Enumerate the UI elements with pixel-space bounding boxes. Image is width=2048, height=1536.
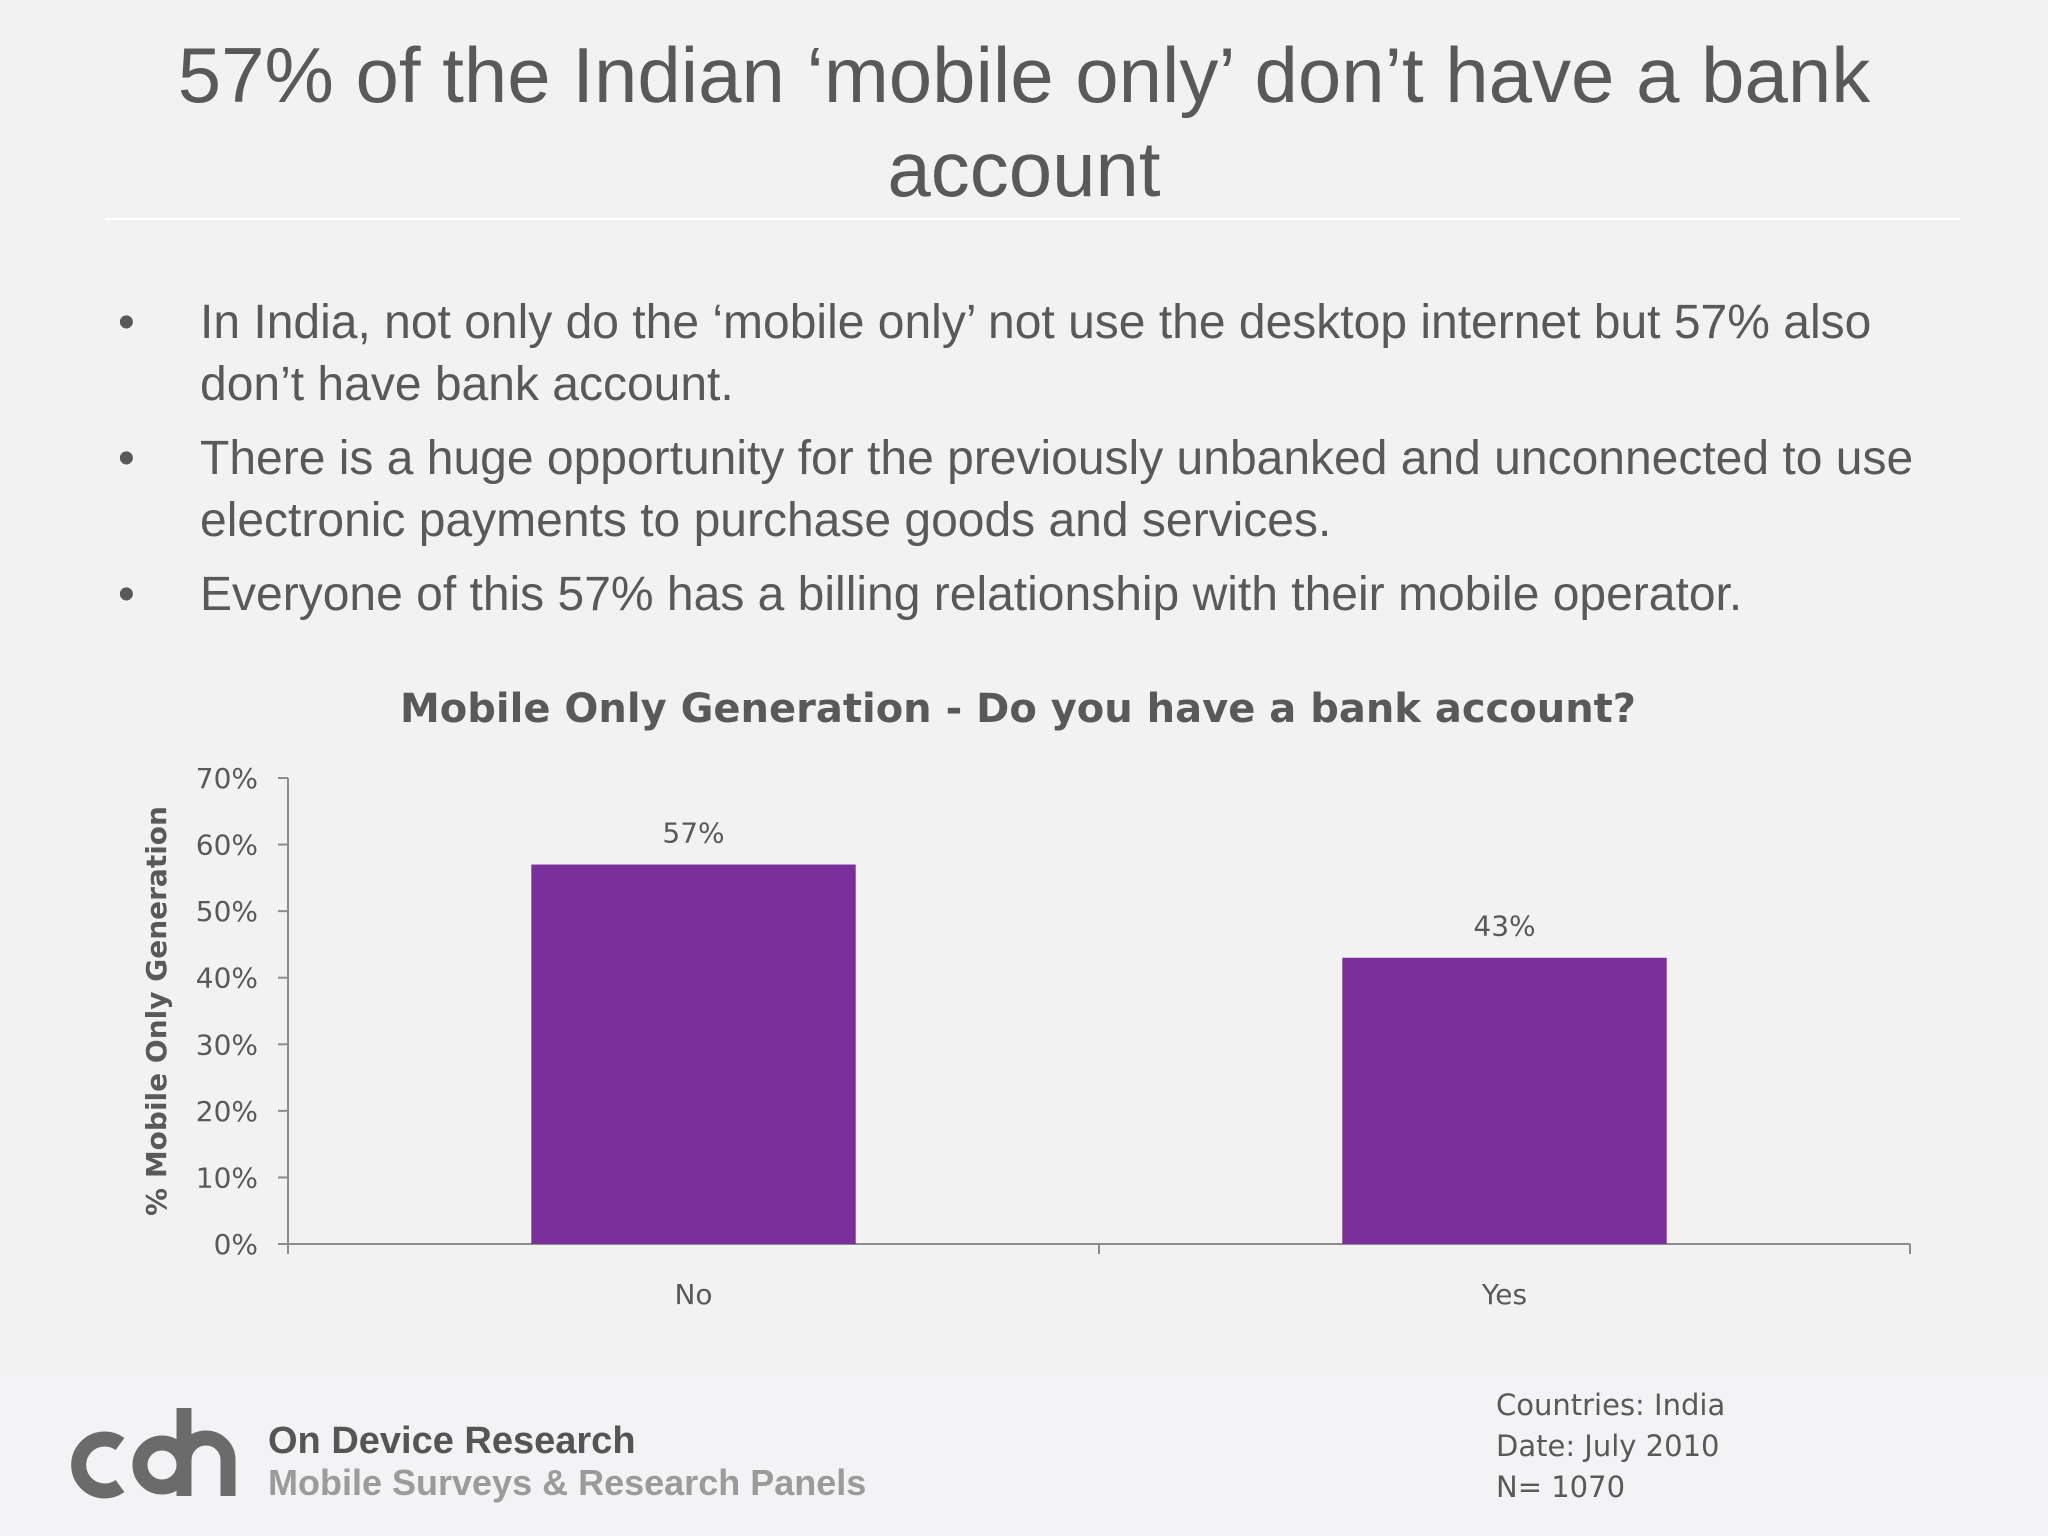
meta-sample-size: N= 1070 [1496, 1470, 1626, 1504]
chart-title: Mobile Only Generation - Do you have a b… [400, 686, 1636, 732]
x-tick-label: No [674, 1278, 712, 1311]
bullet-dot: • [118, 432, 135, 485]
y-tick-label: 10% [196, 1161, 258, 1194]
x-tick-label: Yes [1481, 1278, 1527, 1311]
bullet-item: • Everyone of this 57% has a billing rela… [118, 564, 1948, 626]
bullet-dot: • [118, 296, 135, 349]
cdr-logo-icon [71, 1408, 236, 1499]
y-tick-label: 50% [196, 895, 258, 928]
y-tick-label: 20% [196, 1095, 258, 1128]
bullet-text: Everyone of this 57% has a billing relat… [200, 568, 1743, 621]
survey-meta: Countries: India Date: July 2010 N= 1070 [1496, 1385, 1996, 1508]
data-label: 43% [1473, 910, 1535, 943]
y-tick-label: 0% [214, 1228, 258, 1261]
title-divider [105, 218, 1960, 220]
brand-name: On Device Research [268, 1420, 636, 1462]
y-tick-label: 70% [196, 762, 258, 795]
meta-countries: Countries: India [1496, 1388, 1726, 1422]
bullet-item: • In India, not only do the ‘mobile only’… [118, 292, 1948, 416]
bullet-dot: • [118, 568, 135, 621]
bar-yes [1342, 957, 1667, 1244]
chart: Mobile Only Generation - Do you have a b… [0, 670, 2048, 1350]
bullet-item: • There is a huge opportunity for the pre… [118, 428, 1948, 552]
bullet-text: There is a huge opportunity for the prev… [200, 432, 1914, 547]
brand-tagline: Mobile Surveys & Research Panels [268, 1462, 867, 1503]
bullet-text: In India, not only do the ‘mobile only’ … [200, 296, 1872, 411]
y-tick-label: 60% [196, 829, 258, 862]
slide-title: 57% of the Indian ‘mobile only’ don’t ha… [177, 31, 1871, 213]
meta-date: Date: July 2010 [1496, 1429, 1720, 1463]
footer [0, 1372, 2048, 1536]
bar-chart: Mobile Only Generation - Do you have a b… [140, 686, 1911, 1311]
y-tick-label: 40% [196, 962, 258, 995]
y-tick-label: 30% [196, 1028, 258, 1061]
bar-no [531, 864, 856, 1244]
y-axis-label: % Mobile Only Generation [140, 806, 173, 1216]
bullet-list: • In India, not only do the ‘mobile only’… [118, 292, 1948, 638]
data-label: 57% [662, 817, 724, 850]
